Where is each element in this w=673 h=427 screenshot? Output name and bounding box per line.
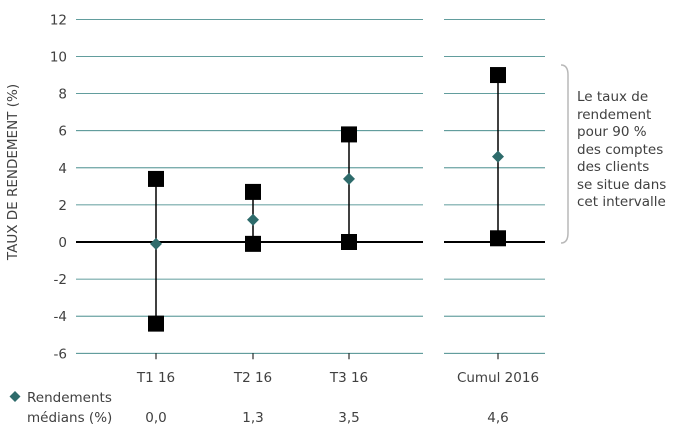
median-value-labels: 0,0 1,3 3,5 4,6 bbox=[145, 410, 508, 426]
y-tick-label: 8 bbox=[58, 87, 67, 103]
y-tick-label: 10 bbox=[50, 50, 67, 66]
y-tick-label: 0 bbox=[58, 235, 67, 251]
range-low-marker bbox=[245, 235, 261, 252]
annotation-line: Le taux de bbox=[577, 89, 649, 105]
x-tick-label: Cumul 2016 bbox=[457, 370, 539, 386]
annotation-line: se situe dans bbox=[577, 176, 667, 193]
annotation-line: pour 90 % bbox=[577, 124, 647, 140]
range-high-marker bbox=[490, 67, 506, 84]
median-value-label: 0,0 bbox=[145, 410, 166, 426]
x-tick-label: T2 16 bbox=[233, 370, 272, 386]
median-marker bbox=[247, 213, 259, 226]
legend-diamond-marker bbox=[9, 391, 21, 402]
y-tick-label: -4 bbox=[54, 309, 67, 325]
range-annotation: Le taux de rendement pour 90 % des comptes d… bbox=[577, 89, 673, 212]
x-tick-label: T1 16 bbox=[136, 370, 175, 386]
range-low-marker bbox=[148, 315, 164, 332]
y-tick-label: 2 bbox=[58, 198, 67, 214]
y-tick-label: -2 bbox=[54, 272, 67, 288]
range-low-marker bbox=[341, 234, 357, 250]
y-tick-label: -6 bbox=[54, 346, 67, 362]
annotation-bracket bbox=[560, 64, 569, 244]
median-marker bbox=[343, 172, 355, 185]
data-marks bbox=[148, 67, 506, 332]
annotation-line: rendement bbox=[577, 106, 652, 123]
legend-label-line1: Rendements bbox=[27, 390, 112, 406]
y-tick-label: 12 bbox=[50, 12, 67, 28]
legend: Rendements médians (%) bbox=[9, 390, 112, 426]
range-low-marker bbox=[490, 230, 506, 247]
median-value-label: 1,3 bbox=[242, 410, 263, 426]
gridlines bbox=[76, 18, 545, 360]
annotation-line: des clients bbox=[577, 159, 650, 175]
y-axis-label: TAUX DE RENDEMENT (%) bbox=[5, 84, 21, 261]
range-high-marker bbox=[148, 170, 164, 187]
median-marker bbox=[150, 237, 162, 250]
median-marker bbox=[492, 150, 504, 163]
range-high-marker bbox=[341, 126, 357, 143]
range-high-marker bbox=[245, 183, 261, 200]
y-tick-label: 4 bbox=[58, 161, 67, 177]
x-tick-label: T3 16 bbox=[329, 370, 368, 386]
y-tick-label: 6 bbox=[58, 124, 67, 140]
median-value-label: 3,5 bbox=[338, 410, 359, 426]
annotation-line: cet intervalle bbox=[577, 194, 666, 210]
legend-label-line2: médians (%) bbox=[27, 410, 112, 426]
annotation-line: des comptes bbox=[577, 141, 664, 158]
x-tick-labels: T1 16 T2 16 T3 16 Cumul 2016 bbox=[136, 370, 539, 386]
median-value-label: 4,6 bbox=[487, 410, 508, 426]
y-tick-labels: -6 -4 -2 0 2 4 6 8 10 12 bbox=[50, 12, 67, 362]
